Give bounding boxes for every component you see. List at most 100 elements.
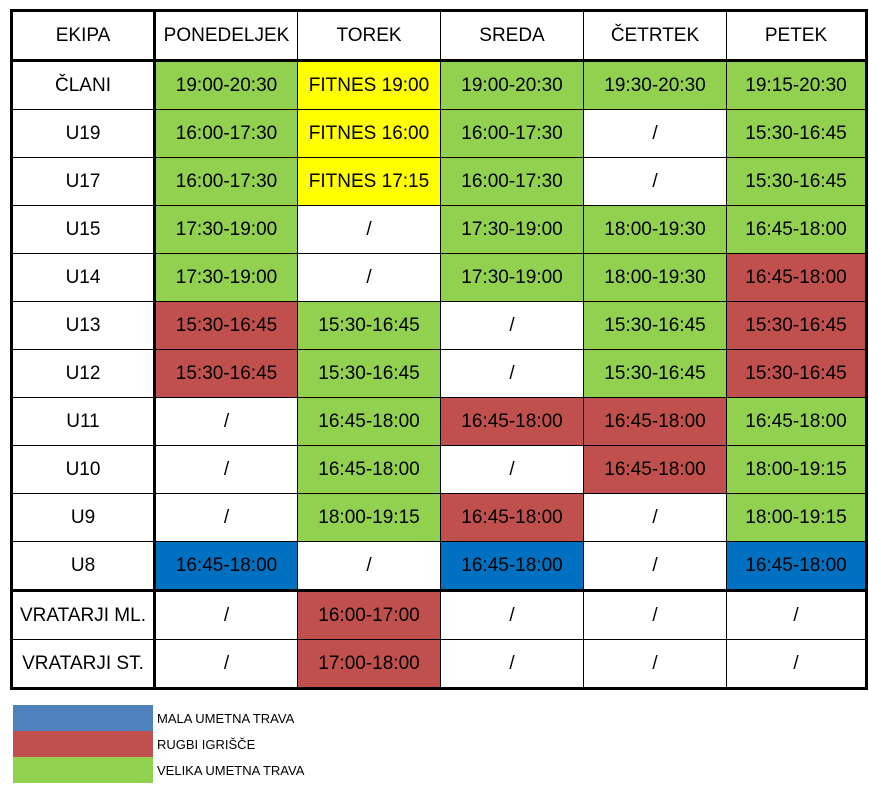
schedule-cell: 15:30-16:45	[154, 349, 298, 398]
table-row: VRATARJI ML./16:00-17:00// /	[11, 589, 867, 640]
schedule-cell: /	[583, 589, 727, 640]
schedule-cell: 16:00-17:30	[440, 109, 584, 158]
schedule-cell: FITNES 19:00	[297, 60, 441, 110]
table-row: U8 16:45-18:00/16:45-18:00/16:45-18:00	[11, 541, 867, 591]
legend-label: VELIKA UMETNA TRAVA	[157, 762, 305, 778]
schedule-cell: 16:45-18:00	[154, 541, 298, 591]
schedule-cell: /	[154, 397, 298, 446]
schedule-cell: /	[440, 445, 584, 494]
schedule-cell: 18:00-19:30	[583, 205, 727, 254]
header-cell: SREDA	[440, 10, 584, 62]
schedule-cell: 16:45-18:00	[297, 397, 441, 446]
table-row: U10/16:45-18:00/16:45-18:00 18:00-19:15	[11, 445, 867, 494]
legend-label: MALA UMETNA TRAVA	[157, 710, 295, 726]
schedule-cell: 15:30-16:45	[154, 301, 298, 350]
schedule-cell: /	[440, 349, 584, 398]
schedule-cell: /	[154, 445, 298, 494]
team-cell: U17	[11, 157, 156, 206]
schedule-cell: FITNES 16:00	[297, 109, 441, 158]
schedule-cell: 15:30-16:45	[583, 301, 727, 350]
schedule-cell: /	[583, 541, 727, 591]
schedule-cell: /	[440, 589, 584, 640]
schedule-cell: 16:00-17:30	[154, 157, 298, 206]
schedule-cell: 16:45-18:00	[726, 205, 867, 254]
header-cell: PONEDELJEK	[154, 10, 298, 62]
team-cell: U9	[11, 493, 156, 542]
schedule-wrapper: EKIPA PONEDELJEK TOREK SREDA ČETRTEK PETEK ČLA…	[10, 9, 868, 690]
schedule-cell: 16:00-17:00	[297, 589, 441, 640]
schedule-cell: 16:45-18:00	[440, 541, 584, 591]
training-schedule-table: EKIPA PONEDELJEK TOREK SREDA ČETRTEK PETEK ČLA…	[10, 9, 868, 690]
schedule-cell: /	[583, 157, 727, 206]
team-cell: VRATARJI ST.	[11, 639, 156, 689]
table-row: U19 16:00-17:30 FITNES 16:00 16:00-17:30/15…	[11, 109, 867, 158]
schedule-cell: 18:00-19:15	[726, 445, 867, 494]
schedule-cell: 17:30-19:00	[440, 253, 584, 302]
table-row: VRATARJI ST./17:00-18:00// /	[11, 639, 867, 689]
schedule-cell: 19:00-20:30	[154, 60, 298, 110]
table-row: U14 17:30-19:00/17:30-19:00 18:00-19:30 16:…	[11, 253, 867, 302]
header-cell: TOREK	[297, 10, 441, 62]
table-row: U12 15:30-16:45 15:30-16:45/15:30-16:45 15:…	[11, 349, 867, 398]
schedule-cell: 19:15-20:30	[726, 60, 867, 110]
schedule-cell: 18:00-19:15	[297, 493, 441, 542]
team-cell: VRATARJI ML.	[11, 589, 156, 640]
legend-item: RUGBI IGRIŠČE	[13, 731, 304, 757]
team-cell: U14	[11, 253, 156, 302]
schedule-cell: /	[583, 639, 727, 689]
team-cell: U12	[11, 349, 156, 398]
schedule-cell: /	[440, 639, 584, 689]
schedule-cell: 16:45-18:00	[726, 253, 867, 302]
schedule-cell: 15:30-16:45	[297, 349, 441, 398]
table-row: U11/16:45-18:00 16:45-18:00 16:45-18:00 16:…	[11, 397, 867, 446]
header-cell: PETEK	[726, 10, 867, 62]
legend-item: MALA UMETNA TRAVA	[13, 705, 304, 731]
schedule-cell: 16:45-18:00	[440, 397, 584, 446]
schedule-cell: /	[154, 639, 298, 689]
schedule-cell: 17:30-19:00	[440, 205, 584, 254]
team-cell: U15	[11, 205, 156, 254]
schedule-cell: 17:30-19:00	[154, 205, 298, 254]
schedule-cell: /	[726, 639, 867, 689]
legend-swatch	[13, 757, 153, 783]
schedule-cell: 19:30-20:30	[583, 60, 727, 110]
schedule-cell: 16:00-17:30	[440, 157, 584, 206]
table-row: U13 15:30-16:45 15:30-16:45/15:30-16:45 15:…	[11, 301, 867, 350]
schedule-cell: /	[297, 205, 441, 254]
team-cell: U10	[11, 445, 156, 494]
schedule-cell: 15:30-16:45	[726, 301, 867, 350]
schedule-cell: FITNES 17:15	[297, 157, 441, 206]
schedule-cell: 16:45-18:00	[583, 397, 727, 446]
schedule-cell: 19:00-20:30	[440, 60, 584, 110]
schedule-cell: 15:30-16:45	[726, 157, 867, 206]
schedule-cell: /	[726, 589, 867, 640]
header-row: EKIPA PONEDELJEK TOREK SREDA ČETRTEK PETEK	[11, 10, 867, 62]
schedule-cell: 16:45-18:00	[726, 541, 867, 591]
schedule-cell: 16:00-17:30	[154, 109, 298, 158]
schedule-cell: /	[440, 301, 584, 350]
schedule-cell: 15:30-16:45	[583, 349, 727, 398]
schedule-cell: 17:30-19:00	[154, 253, 298, 302]
legend-label: RUGBI IGRIŠČE	[157, 736, 256, 752]
legend-swatch	[13, 705, 153, 731]
schedule-cell: 16:45-18:00	[297, 445, 441, 494]
schedule-cell: /	[297, 253, 441, 302]
schedule-cell: /	[583, 109, 727, 158]
schedule-cell: 15:30-16:45	[297, 301, 441, 350]
schedule-cell: 16:45-18:00	[583, 445, 727, 494]
team-cell: U8	[11, 541, 156, 591]
header-cell: EKIPA	[11, 10, 156, 62]
schedule-cell: 16:45-18:00	[726, 397, 867, 446]
schedule-cell: 16:45-18:00	[440, 493, 584, 542]
legend-item: VELIKA UMETNA TRAVA	[13, 757, 304, 783]
schedule-cell: /	[583, 493, 727, 542]
header-cell: ČETRTEK	[583, 10, 727, 62]
schedule-cell: 15:30-16:45	[726, 109, 867, 158]
team-cell: ČLANI	[11, 60, 156, 110]
schedule-cell: /	[297, 541, 441, 591]
team-cell: U13	[11, 301, 156, 350]
schedule-cell: 15:30-16:45	[726, 349, 867, 398]
schedule-cell: 18:00-19:15	[726, 493, 867, 542]
table-row: U9/18:00-19:15 16:45-18:00/18:00-19:15	[11, 493, 867, 542]
table-row: U17 16:00-17:30 FITNES 17:15 16:00-17:30/15…	[11, 157, 867, 206]
